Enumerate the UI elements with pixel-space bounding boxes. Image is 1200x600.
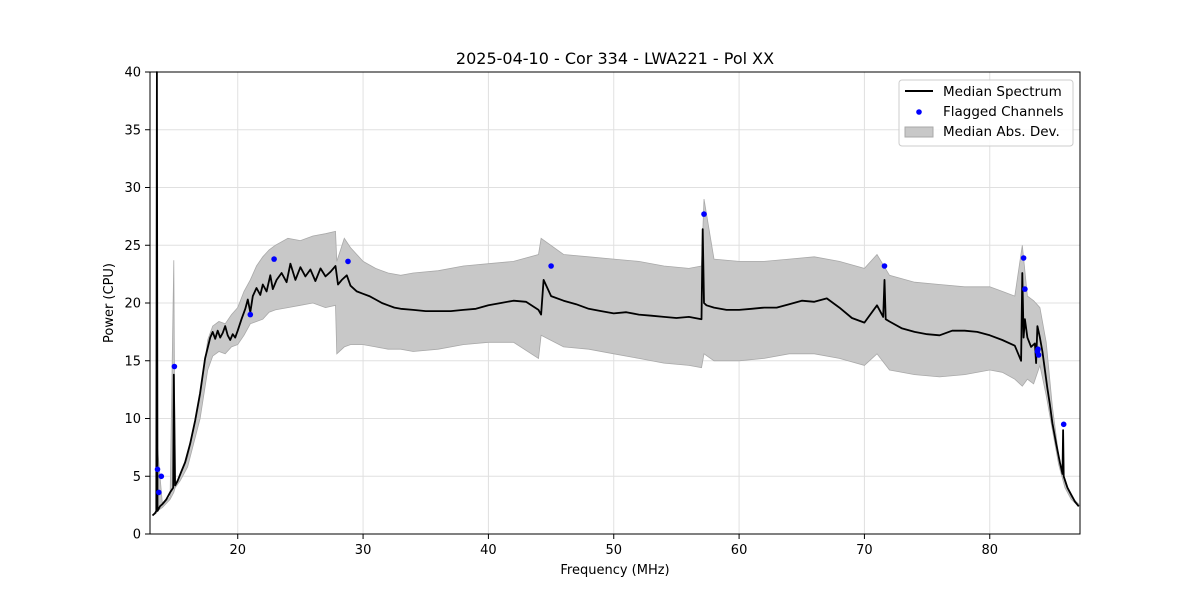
flagged-channel-point — [247, 311, 254, 318]
y-tick-label: 5 — [133, 470, 141, 485]
legend-label-flagged: Flagged Channels — [943, 104, 1064, 120]
x-axis-ticks: 20 30 40 50 60 70 80 — [229, 534, 998, 558]
y-axis-ticks: 0 5 10 15 20 25 30 35 40 — [124, 66, 150, 543]
x-tick-label: 80 — [981, 543, 998, 558]
flagged-channel-point — [548, 263, 554, 269]
flagged-channel-point — [701, 211, 707, 217]
legend: Median Spectrum Flagged Channels Median … — [898, 79, 1074, 147]
x-axis-label: Frequency (MHz) — [560, 563, 669, 578]
x-tick-label: 60 — [731, 543, 748, 558]
flagged-channel-point — [881, 263, 888, 269]
flagged-channel-point — [1022, 286, 1028, 292]
y-tick-label: 25 — [124, 239, 141, 254]
y-tick-label: 0 — [133, 528, 141, 543]
median-spectrum-line — [151, 71, 1080, 517]
y-tick-label: 15 — [124, 354, 141, 369]
x-tick-label: 70 — [856, 543, 873, 558]
flagged-channel-point — [156, 489, 162, 496]
y-tick-label: 20 — [124, 297, 141, 312]
chart-title: 2025-04-10 - Cor 334 - LWA221 - Pol XX — [456, 49, 774, 68]
legend-point-swatch — [916, 109, 922, 115]
x-tick-label: 30 — [355, 543, 372, 558]
flagged-channel-point — [271, 256, 277, 262]
y-axis-label: Power (CPU) — [102, 263, 117, 343]
y-tick-label: 10 — [124, 412, 141, 427]
flagged-channel-point — [1060, 421, 1067, 428]
y-tick-label: 30 — [124, 181, 141, 196]
y-tick-label: 35 — [124, 123, 141, 138]
flagged-channel-point — [345, 258, 351, 265]
flagged-points-layer — [154, 211, 1067, 496]
flagged-channel-point — [1035, 352, 1042, 358]
flagged-channel-point — [1020, 255, 1027, 261]
x-tick-label: 50 — [605, 543, 622, 558]
legend-band-swatch — [904, 126, 934, 138]
legend-label-median: Median Spectrum — [943, 84, 1062, 100]
flagged-channel-point — [158, 473, 165, 480]
legend-box — [898, 79, 1074, 147]
flagged-channel-point — [171, 363, 178, 370]
y-tick-label: 40 — [124, 66, 141, 81]
x-tick-label: 20 — [229, 543, 246, 558]
flagged-channel-point — [1035, 346, 1041, 353]
flagged-channel-point — [154, 466, 161, 473]
x-tick-label: 40 — [480, 543, 497, 558]
legend-label-mad: Median Abs. Dev. — [943, 124, 1060, 140]
median-line-layer — [151, 71, 1080, 517]
